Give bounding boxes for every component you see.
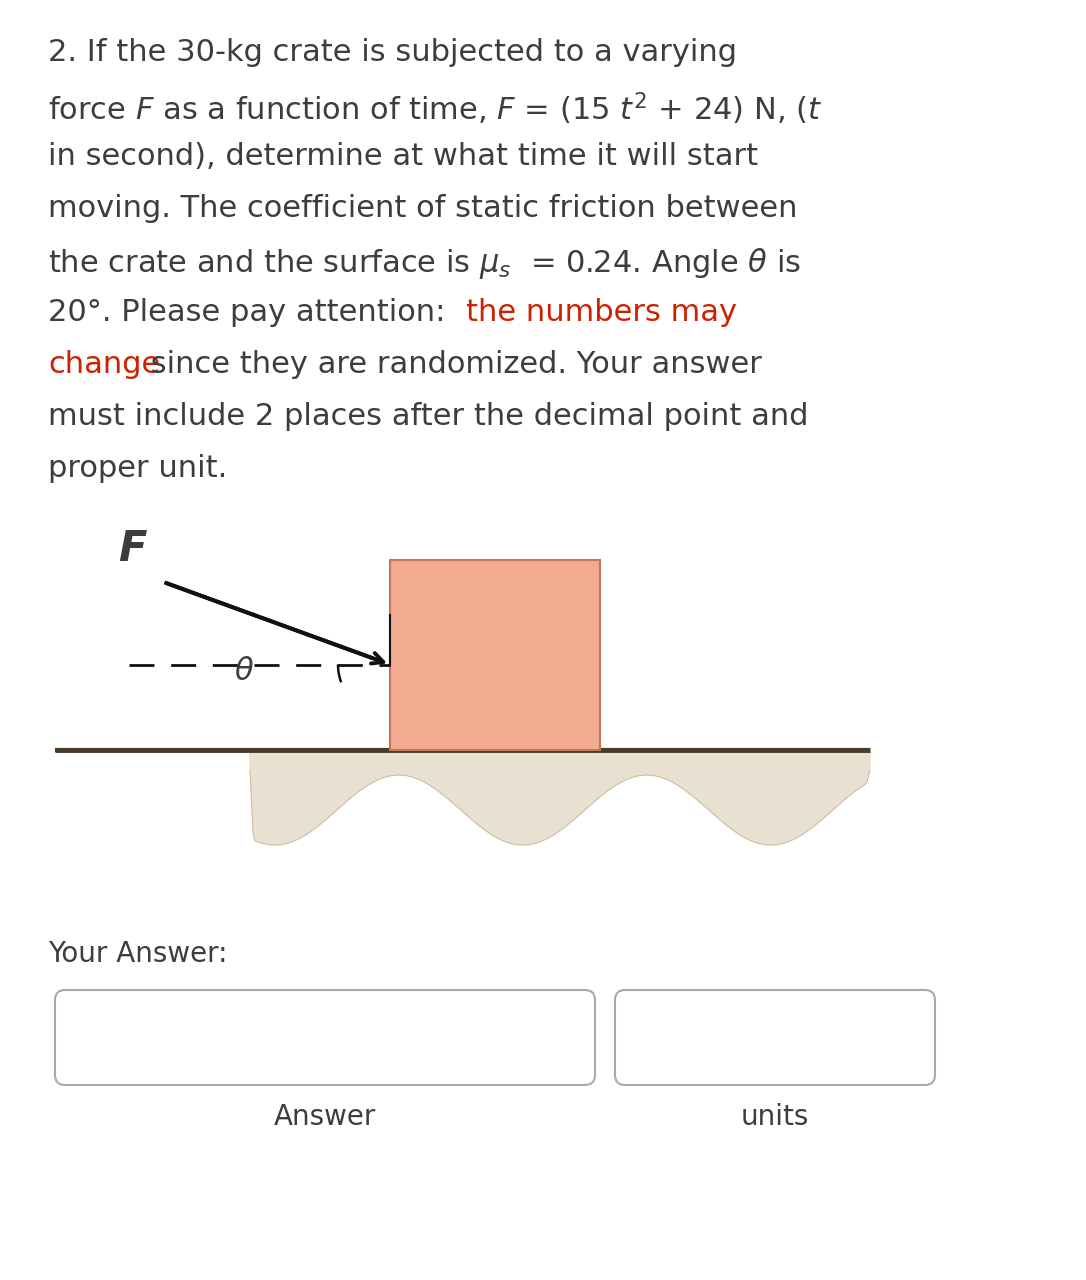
- Text: Answer: Answer: [274, 1103, 376, 1132]
- FancyBboxPatch shape: [55, 989, 595, 1085]
- Text: change: change: [48, 349, 161, 379]
- Text: force $\it{F}$ as a function of time, $\it{F}$ = (15 $t^2$ + 24) N, ($t$: force $\it{F}$ as a function of time, $\…: [48, 90, 822, 127]
- Text: must include 2 places after the decimal point and: must include 2 places after the decimal …: [48, 402, 808, 431]
- Text: the crate and the surface is $\mu_s$  = 0.24. Angle $\theta$ is: the crate and the surface is $\mu_s$ = 0…: [48, 246, 800, 282]
- Text: moving. The coefficient of static friction between: moving. The coefficient of static fricti…: [48, 195, 797, 223]
- Text: since they are randomized. Your answer: since they are randomized. Your answer: [141, 349, 762, 379]
- Text: proper unit.: proper unit.: [48, 454, 227, 483]
- Polygon shape: [250, 750, 870, 845]
- Text: F: F: [118, 529, 147, 571]
- Bar: [390, 561, 599, 750]
- Text: Your Answer:: Your Answer:: [48, 940, 227, 968]
- Text: θ: θ: [235, 657, 253, 686]
- Text: 20°. Please pay attention:: 20°. Please pay attention:: [48, 298, 455, 326]
- Text: the numbers may: the numbers may: [466, 298, 737, 326]
- Text: in second), determine at what time it will start: in second), determine at what time it wi…: [48, 142, 758, 172]
- Text: units: units: [741, 1103, 809, 1132]
- FancyBboxPatch shape: [615, 989, 935, 1085]
- Text: 2. If the 30-kg crate is subjected to a varying: 2. If the 30-kg crate is subjected to a …: [48, 38, 737, 67]
